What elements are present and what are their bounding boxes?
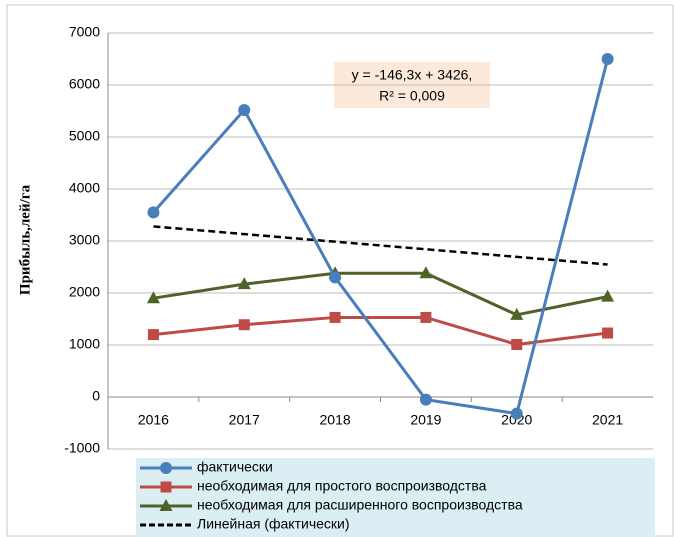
x-tick-label: 2019: [410, 412, 441, 428]
point: [147, 329, 159, 341]
point: [419, 393, 432, 406]
y-tick-label: 5000: [69, 128, 100, 144]
point: [238, 319, 250, 331]
x-tick-label: 2016: [138, 412, 169, 428]
series-line: [152, 58, 610, 416]
point: [602, 327, 614, 339]
legend-label: фактически: [197, 459, 273, 475]
point: [419, 266, 433, 279]
series-line: [153, 271, 608, 317]
legend-label: необходимая для расширенного воспроизвод…: [197, 497, 523, 513]
y-tick-label: 4000: [69, 180, 100, 196]
point: [510, 307, 524, 320]
y-tick-label: -1000: [64, 440, 100, 456]
series-line: [153, 225, 608, 266]
y-tick-label: 3000: [69, 232, 100, 248]
point: [420, 311, 432, 323]
point: [238, 103, 251, 116]
point: [329, 311, 341, 323]
legend-label: Линейная (фактически): [197, 516, 350, 532]
point: [160, 481, 172, 493]
x-tick-label: 2017: [229, 412, 260, 428]
series-line: [153, 315, 608, 347]
y-tick-label: 0: [92, 388, 100, 404]
y-tick-label: 6000: [69, 76, 100, 92]
legend-label: необходимая для простого воспроизводства: [197, 478, 487, 494]
point: [511, 338, 523, 350]
legend-box: [136, 458, 655, 537]
annotation-line: R² = 0,009: [379, 88, 445, 104]
point: [146, 291, 160, 304]
x-tick-label: 2018: [320, 412, 351, 428]
point: [237, 277, 251, 290]
y-tick-label: 1000: [69, 336, 100, 352]
point: [601, 289, 615, 302]
point: [601, 53, 614, 65]
point: [510, 407, 523, 420]
y-axis-label: Прибыль,лей/га: [17, 184, 33, 295]
point: [329, 271, 342, 284]
point: [160, 462, 172, 474]
y-tick-label: 2000: [69, 284, 100, 300]
x-tick-label: 2020: [501, 412, 532, 428]
y-tick-label: 7000: [69, 24, 100, 40]
annotation-line: y = -146,3x + 3426,: [352, 67, 473, 83]
x-tick-label: 2021: [592, 412, 623, 428]
point: [147, 206, 160, 219]
point: [159, 499, 173, 511]
